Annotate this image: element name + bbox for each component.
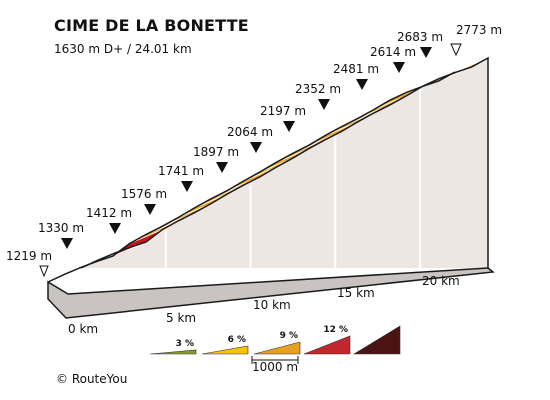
altitude-label: 1897 m — [193, 145, 239, 159]
altitude-marker — [356, 79, 368, 90]
altitude-label: 1576 m — [121, 187, 167, 201]
start-elevation-label: 1219 m — [6, 249, 52, 263]
altitude-label: 2352 m — [295, 82, 341, 96]
altitude-marker — [216, 162, 228, 173]
altitude-label: 1741 m — [158, 164, 204, 178]
altitude-label: 1412 m — [86, 206, 132, 220]
altitude-label: 2197 m — [260, 104, 306, 118]
altitude-marker — [61, 238, 73, 249]
legend-wedge — [253, 341, 301, 355]
legend-grade-label: 9 % — [280, 331, 298, 341]
legend-wedge — [149, 349, 197, 355]
legend-grade-label: 3 % — [176, 339, 194, 349]
distance-label: 5 km — [166, 311, 196, 325]
altitude-marker — [109, 223, 121, 234]
altitude-marker — [250, 142, 262, 153]
altitude-label: 1330 m — [38, 221, 84, 235]
distance-label: 20 km — [422, 274, 460, 288]
legend-wedge — [352, 325, 401, 355]
summit-marker — [450, 43, 462, 57]
altitude-label: 2614 m — [370, 45, 416, 59]
copyright-notice: © RouteYou — [56, 372, 128, 386]
legend-wedge — [201, 345, 249, 355]
profile-base-face — [47, 267, 495, 319]
altitude-marker — [318, 99, 330, 110]
chart-title: CIME DE LA BONETTE — [54, 16, 249, 35]
altitude-marker — [181, 181, 193, 192]
altitude-label: 2481 m — [333, 62, 379, 76]
legend-grade-label: 6 % — [228, 335, 246, 345]
altitude-marker — [420, 47, 432, 58]
distance-label: 10 km — [253, 298, 291, 312]
profile-back-edge — [80, 56, 489, 269]
distance-label: 0 km — [68, 322, 98, 336]
summit-elevation-label: 2773 m — [456, 23, 502, 37]
distance-label: 15 km — [337, 286, 375, 300]
legend-grade-label: 12 % — [323, 325, 348, 335]
scale-label: 1000 m — [252, 360, 298, 374]
start-marker — [39, 265, 49, 278]
chart-subtitle: 1630 m D+ / 24.01 km — [54, 42, 192, 56]
altitude-marker — [393, 62, 405, 73]
altitude-label: 2683 m — [397, 30, 443, 44]
altitude-marker — [144, 204, 156, 215]
altitude-marker — [283, 121, 295, 132]
profile-front-edge — [47, 71, 456, 283]
legend-wedge — [303, 335, 351, 355]
altitude-label: 2064 m — [227, 125, 273, 139]
